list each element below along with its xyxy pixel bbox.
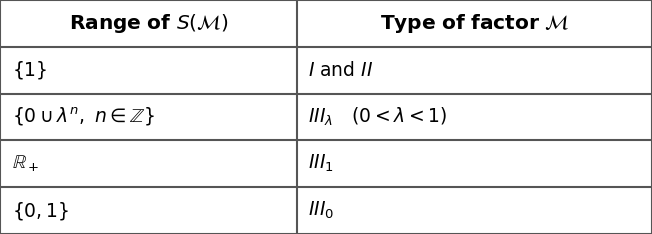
Bar xyxy=(0,140,297,187)
Bar xyxy=(0,94,297,140)
Bar xyxy=(0,187,297,234)
Text: $\mathbf{Range\ of\ }$$S(\mathcal{M})$: $\mathbf{Range\ of\ }$$S(\mathcal{M})$ xyxy=(68,12,228,35)
Text: $III_0$: $III_0$ xyxy=(308,200,334,221)
Text: $III_{\lambda}\quad (0 < \lambda < 1)$: $III_{\lambda}\quad (0 < \lambda < 1)$ xyxy=(308,106,447,128)
Bar xyxy=(297,47,652,94)
Bar xyxy=(297,140,652,187)
Text: $I$ and $II$: $I$ and $II$ xyxy=(308,61,374,80)
Text: $\{0 \cup \lambda^n,\ n \in \mathbb{Z}\}$: $\{0 \cup \lambda^n,\ n \in \mathbb{Z}\}… xyxy=(12,106,155,128)
Bar xyxy=(297,187,652,234)
Text: $\mathbf{Type\ of\ factor\ }$$\mathcal{M}$: $\mathbf{Type\ of\ factor\ }$$\mathcal{M… xyxy=(379,12,569,35)
Bar xyxy=(0,47,297,94)
Text: $\mathbb{R}_+$: $\mathbb{R}_+$ xyxy=(12,154,39,174)
Text: $III_1$: $III_1$ xyxy=(308,153,334,175)
Bar xyxy=(297,94,652,140)
Text: $\{1\}$: $\{1\}$ xyxy=(12,59,47,81)
Text: $\{0, 1\}$: $\{0, 1\}$ xyxy=(12,200,68,222)
Bar xyxy=(297,0,652,47)
Bar xyxy=(0,0,297,47)
